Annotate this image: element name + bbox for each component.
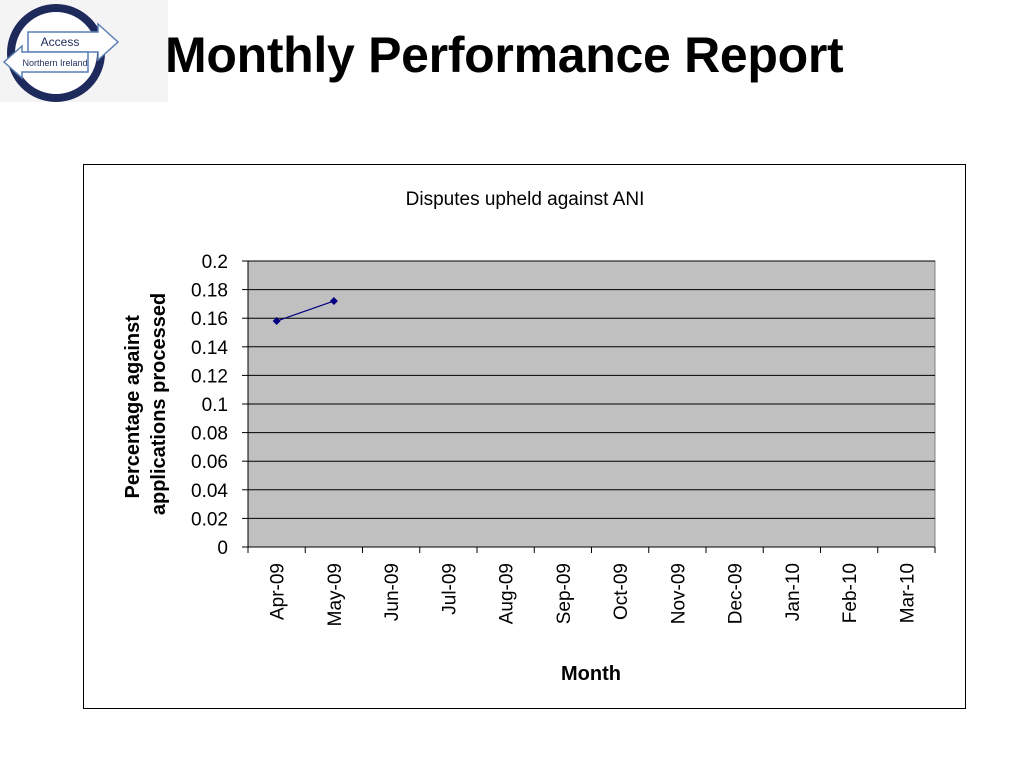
x-tick-label: Mar-10 <box>897 563 918 623</box>
x-axis-label: Month <box>561 663 621 685</box>
y-axis-label-line-1: Percentage against <box>122 315 144 499</box>
axes <box>242 260 936 553</box>
x-tick-label: Jan-10 <box>783 563 804 621</box>
x-tick-label: Jun-09 <box>382 563 403 621</box>
x-tick-label: Jul-09 <box>439 563 460 615</box>
y-tick-label: 0.08 <box>191 424 228 445</box>
data-series <box>272 297 338 326</box>
y-tick-label: 0.2 <box>202 252 228 273</box>
x-axis-tick-labels: Apr-09 May-09 Jun-09 Jul-09 Aug-09 Sep-09 Oct-… <box>268 563 919 626</box>
x-tick-label: Sep-09 <box>554 563 575 624</box>
y-tick-label: 0.12 <box>191 366 228 387</box>
y-tick-label: 0 <box>217 538 228 559</box>
x-tick-label: Feb-10 <box>840 563 861 623</box>
access-ni-logo: Access Northern Ireland <box>0 0 168 102</box>
y-tick-label: 0.06 <box>191 452 228 473</box>
chart-title: Disputes upheld against ANI <box>406 189 645 210</box>
logo-text-top: Access <box>41 35 80 49</box>
y-axis-label-line-2: applications processed <box>148 293 170 515</box>
chart-frame: Disputes upheld against ANI 0 0.02 0.04 0.0… <box>83 164 966 709</box>
gridlines <box>248 260 935 519</box>
x-tick-label: Oct-09 <box>611 563 632 620</box>
x-tick-label: Aug-09 <box>497 563 518 624</box>
x-tick-label: Nov-09 <box>668 563 689 624</box>
page-title: Monthly Performance Report <box>165 27 844 83</box>
y-tick-label: 0.04 <box>191 481 228 502</box>
y-tick-label: 0.16 <box>191 309 228 330</box>
logo-text-bottom: Northern Ireland <box>22 58 87 68</box>
line-chart: Disputes upheld against ANI 0 0.02 0.04 0.0… <box>122 189 936 685</box>
data-point-marker <box>329 297 338 306</box>
y-tick-label: 0.14 <box>191 338 228 359</box>
y-axis-label: Percentage against applications processe… <box>122 293 170 515</box>
y-axis-tick-labels: 0 0.02 0.04 0.06 0.08 0.1 0.12 0.14 0.16 0.18 0.2 <box>191 252 228 559</box>
data-point-marker <box>272 317 281 326</box>
x-tick-label: May-09 <box>325 563 346 626</box>
x-tick-label: Apr-09 <box>268 563 289 620</box>
x-tick-label: Dec-09 <box>726 563 747 624</box>
y-tick-label: 0.1 <box>202 395 228 416</box>
y-tick-label: 0.02 <box>191 509 228 530</box>
series-line <box>276 300 335 322</box>
y-tick-label: 0.18 <box>191 281 228 302</box>
